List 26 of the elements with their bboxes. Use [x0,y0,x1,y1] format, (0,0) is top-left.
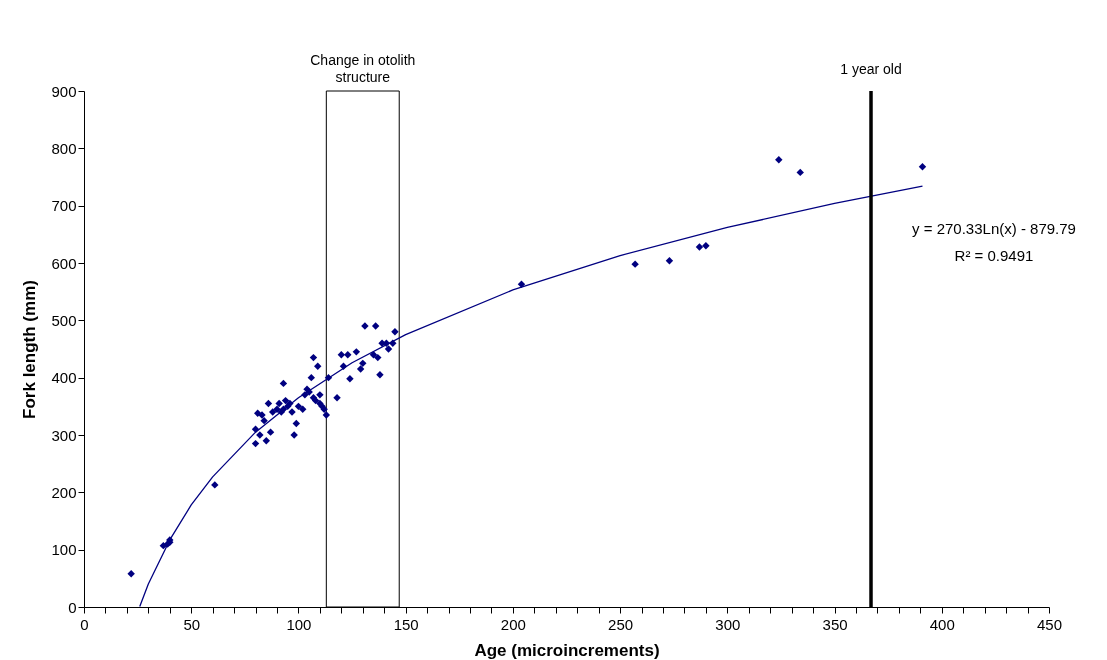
x-tick-label: 0 [80,615,89,633]
ref-line-label: 1 year old [840,61,902,77]
y-tick-label: 200 [51,483,77,501]
y-tick-label: 900 [51,82,77,100]
y-tick-label: 0 [68,598,77,616]
y-tick-label: 700 [51,197,77,215]
y-tick-label: 400 [51,369,77,387]
y-axis-title: Fork length (mm) [20,280,40,419]
band-label: Change in otolith structure [310,52,416,85]
annotation: y = 270.33Ln(x) - 879.79 [912,220,1076,237]
y-tick-label: 800 [51,139,77,157]
x-tick-label: 150 [393,615,419,633]
x-tick-label: 450 [1036,615,1063,633]
y-tick-label: 300 [51,426,77,444]
x-tick-label: 100 [286,615,312,633]
x-tick-label: 50 [183,615,201,633]
x-tick-label: 250 [608,615,634,633]
y-tick-label: 100 [51,541,77,559]
x-tick-label: 300 [715,615,741,633]
y-tick-label: 500 [51,311,77,329]
x-tick-label: 350 [822,615,848,633]
y-tick-label: 600 [51,254,77,272]
x-tick-label: 200 [500,615,526,633]
x-axis-title: Age (microincrements) [474,640,660,660]
annotation: R² = 0.9491 [954,247,1034,264]
x-tick-label: 400 [929,615,955,633]
